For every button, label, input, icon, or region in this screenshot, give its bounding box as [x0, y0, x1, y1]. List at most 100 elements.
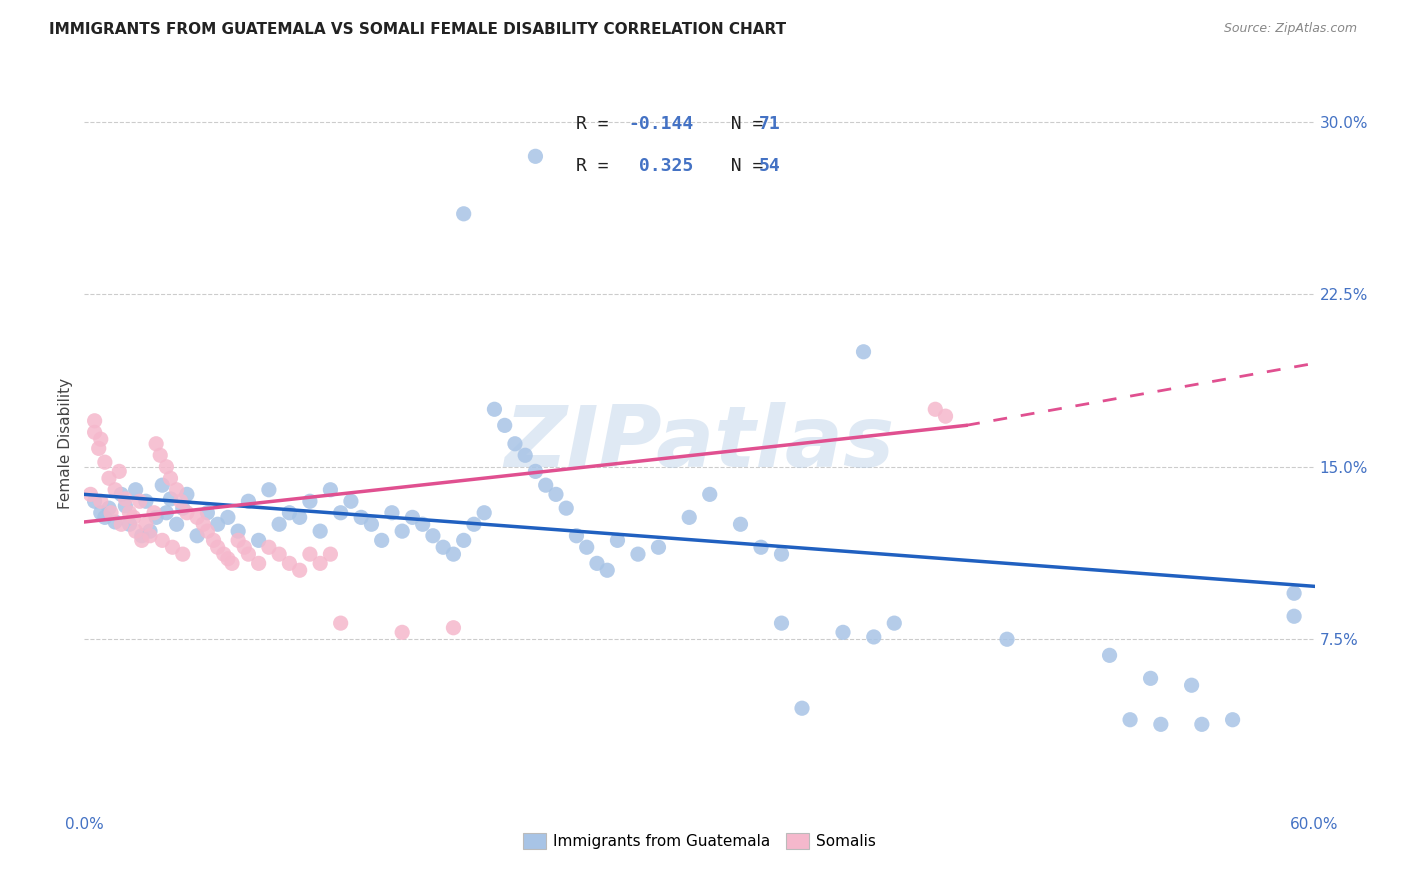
- Point: [100, 506, 122, 520]
- Text: 0.325: 0.325: [628, 157, 693, 175]
- Y-axis label: Female Disability: Female Disability: [58, 378, 73, 509]
- Point: [110, 487, 132, 501]
- Point: [202, 533, 225, 548]
- Point: [790, 701, 813, 715]
- Point: [1139, 671, 1161, 685]
- Point: [1181, 678, 1204, 692]
- Point: [197, 524, 219, 538]
- Point: [749, 541, 772, 555]
- Point: [852, 344, 875, 359]
- Point: [730, 517, 752, 532]
- Point: [114, 499, 136, 513]
- Point: [995, 632, 1018, 647]
- Point: [122, 510, 145, 524]
- Point: [770, 547, 793, 561]
- Point: [124, 524, 146, 538]
- Point: [534, 478, 557, 492]
- Point: [135, 517, 157, 532]
- Point: [94, 455, 117, 469]
- Point: [193, 517, 215, 532]
- Point: [155, 459, 177, 474]
- Point: [149, 448, 172, 462]
- Point: [340, 494, 363, 508]
- Point: [298, 547, 321, 561]
- Point: [176, 506, 198, 520]
- Point: [221, 557, 243, 571]
- Point: [155, 506, 177, 520]
- Point: [217, 510, 239, 524]
- Point: [453, 207, 475, 221]
- Point: [329, 616, 352, 631]
- Point: [1098, 648, 1121, 663]
- Point: [247, 557, 270, 571]
- Point: [226, 524, 249, 538]
- Point: [472, 506, 495, 520]
- Point: [309, 557, 332, 571]
- Point: [319, 483, 342, 497]
- Point: [432, 541, 454, 555]
- Point: [1222, 713, 1244, 727]
- Point: [443, 621, 465, 635]
- Point: [443, 547, 465, 561]
- Point: [1119, 713, 1142, 727]
- Point: [319, 547, 342, 561]
- Text: 71: 71: [759, 115, 780, 133]
- Text: -0.144: -0.144: [628, 115, 693, 133]
- Point: [422, 529, 444, 543]
- Point: [278, 506, 301, 520]
- Point: [83, 494, 105, 508]
- Text: IMMIGRANTS FROM GUATEMALA VS SOMALI FEMALE DISABILITY CORRELATION CHART: IMMIGRANTS FROM GUATEMALA VS SOMALI FEMA…: [49, 22, 786, 37]
- Legend: Immigrants from Guatemala, Somalis: Immigrants from Guatemala, Somalis: [516, 828, 883, 855]
- Point: [150, 533, 173, 548]
- Point: [1150, 717, 1173, 731]
- Point: [143, 506, 166, 520]
- Point: [98, 471, 120, 485]
- Point: [515, 448, 537, 462]
- Point: [176, 487, 198, 501]
- Point: [83, 425, 105, 440]
- Point: [217, 551, 239, 566]
- Point: [463, 517, 485, 532]
- Point: [360, 517, 382, 532]
- Point: [172, 547, 194, 561]
- Point: [278, 557, 301, 571]
- Point: [257, 541, 280, 555]
- Point: [238, 547, 260, 561]
- Point: [269, 517, 291, 532]
- Point: [150, 478, 173, 492]
- Point: [288, 563, 311, 577]
- Point: [124, 483, 146, 497]
- Point: [309, 524, 332, 538]
- Point: [647, 541, 669, 555]
- Point: [381, 506, 404, 520]
- Point: [90, 432, 112, 446]
- Point: [503, 436, 526, 450]
- Point: [233, 541, 256, 555]
- Point: [104, 515, 127, 529]
- Point: [145, 436, 167, 450]
- Text: N =: N =: [710, 157, 775, 175]
- Point: [288, 510, 311, 524]
- Point: [83, 414, 105, 428]
- Point: [186, 529, 208, 543]
- Point: [257, 483, 280, 497]
- Point: [544, 487, 567, 501]
- Point: [412, 517, 434, 532]
- Point: [104, 483, 127, 497]
- Text: 54: 54: [759, 157, 780, 175]
- Point: [159, 491, 181, 506]
- Point: [391, 625, 413, 640]
- Point: [606, 533, 628, 548]
- Point: [269, 547, 291, 561]
- Point: [350, 510, 373, 524]
- Point: [298, 494, 321, 508]
- Text: Source: ZipAtlas.com: Source: ZipAtlas.com: [1223, 22, 1357, 36]
- Point: [924, 402, 946, 417]
- Point: [586, 557, 609, 571]
- Point: [207, 541, 229, 555]
- Point: [678, 510, 700, 524]
- Point: [596, 563, 619, 577]
- Point: [90, 494, 112, 508]
- Point: [329, 506, 352, 520]
- Point: [139, 529, 162, 543]
